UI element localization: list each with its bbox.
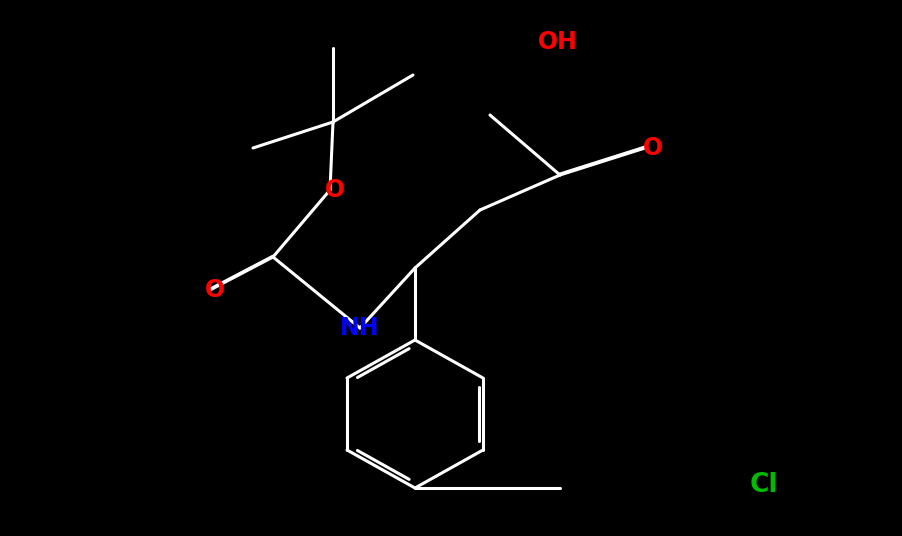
Text: O: O (325, 178, 345, 202)
Text: O: O (205, 278, 226, 302)
Text: NH: NH (340, 316, 380, 340)
Text: Cl: Cl (750, 472, 778, 498)
Text: O: O (643, 136, 663, 160)
Text: OH: OH (538, 30, 578, 54)
